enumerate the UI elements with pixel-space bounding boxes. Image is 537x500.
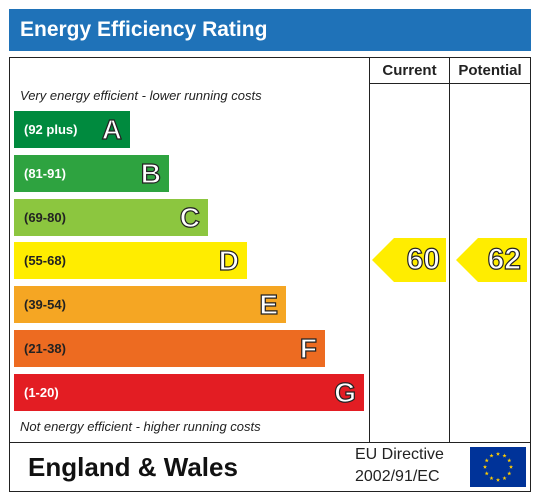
band-e: (39-54) E (14, 286, 286, 323)
band-range-c: (69-80) (24, 210, 66, 225)
eu-star-icon (484, 471, 489, 476)
band-d: (55-68) D (14, 242, 247, 279)
region-label: England & Wales (28, 452, 238, 482)
band-b: (81-91) B (14, 155, 169, 192)
band-letter-g: G (334, 376, 357, 408)
rating-table (9, 57, 531, 443)
band-range-d: (55-68) (24, 253, 66, 268)
divider-potential (449, 57, 450, 443)
band-letter-e: E (259, 288, 279, 320)
band-range-b: (81-91) (24, 166, 66, 181)
column-header-potential: Potential (458, 62, 522, 79)
band-range-f: (21-38) (24, 341, 66, 356)
band-letter-d: D (218, 244, 239, 276)
band-letter-a: A (101, 113, 122, 145)
eu-flag-icon (470, 447, 526, 487)
eu-star-icon (507, 471, 512, 476)
chart-title: Energy Efficiency Rating (9, 9, 531, 51)
directive-line-2: 2002/91/EC (355, 468, 440, 485)
directive-line-1: EU Directive (355, 446, 444, 463)
note-efficient: Very energy efficient - lower running co… (20, 88, 262, 103)
arrow-value-potential: 62 (487, 242, 522, 276)
band-range-e: (39-54) (24, 297, 66, 312)
band-c: (69-80) C (14, 199, 208, 236)
eu-star-icon (489, 453, 494, 458)
eu-star-icon (495, 451, 501, 456)
eu-star-icon (507, 458, 512, 463)
band-letter-f: F (299, 332, 317, 364)
band-a: (92 plus) A (14, 111, 130, 148)
eu-star-icon (482, 464, 488, 469)
band-letter-b: B (140, 157, 161, 189)
eu-star-icon (495, 477, 501, 482)
footer: England & Wales EU Directive 2002/91/EC (9, 443, 531, 492)
column-header-current: Current (382, 62, 437, 79)
header-row-divider (370, 83, 531, 84)
band-g: (1-20) G (14, 374, 364, 411)
eu-star-icon (489, 476, 494, 481)
divider-current (369, 57, 370, 443)
band-range-g: (1-20) (24, 385, 59, 400)
band-letter-c: C (179, 201, 200, 233)
eu-star-icon (508, 464, 514, 469)
band-f: (21-38) F (14, 330, 325, 367)
eu-star-icon (502, 476, 507, 481)
note-inefficient: Not energy efficient - higher running co… (20, 419, 261, 434)
eu-star-icon (502, 453, 507, 458)
arrow-value-current: 60 (406, 242, 441, 276)
eu-star-icon (484, 458, 489, 463)
band-range-a: (92 plus) (24, 122, 78, 137)
